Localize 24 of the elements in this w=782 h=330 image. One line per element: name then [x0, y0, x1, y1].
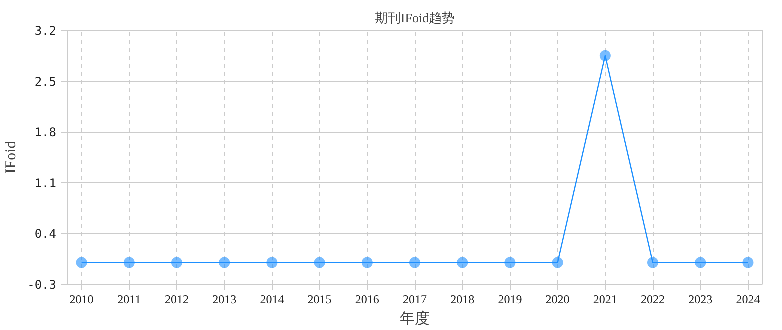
x-tick-label: 2015 [308, 292, 332, 306]
x-tick-label: 2023 [688, 292, 713, 306]
x-tick-label: 2022 [641, 292, 666, 306]
x-tick-label: 2013 [212, 292, 237, 306]
y-tick-label: 1.1 [34, 176, 57, 190]
y-axis-title: IFoid [4, 140, 20, 174]
y-tick-label: 0.4 [34, 227, 57, 242]
y-tick-label: 2.5 [34, 74, 57, 89]
x-tick-label: 2024 [736, 292, 760, 306]
y-tick-label: 3.2 [34, 24, 57, 38]
x-tick-label: 2017 [403, 292, 427, 306]
chart-title: 期刊IFoid趋势 [374, 10, 456, 26]
x-tick-label: 2012 [164, 292, 189, 306]
x-tick-label: 2016 [355, 292, 380, 306]
y-tick-label: 1.8 [34, 126, 57, 140]
x-tick-label: 2019 [498, 292, 522, 306]
y-tick-label: -0.3 [28, 278, 57, 292]
x-tick-label: 2020 [546, 292, 570, 306]
x-tick-label: 2011 [118, 292, 142, 306]
x-axis-title: 年度 [400, 310, 430, 328]
x-tick-label: 2014 [260, 292, 284, 306]
x-tick-label: 2021 [593, 292, 618, 306]
x-tick-label: 2010 [70, 292, 94, 306]
x-tick-label: 2018 [450, 292, 475, 306]
